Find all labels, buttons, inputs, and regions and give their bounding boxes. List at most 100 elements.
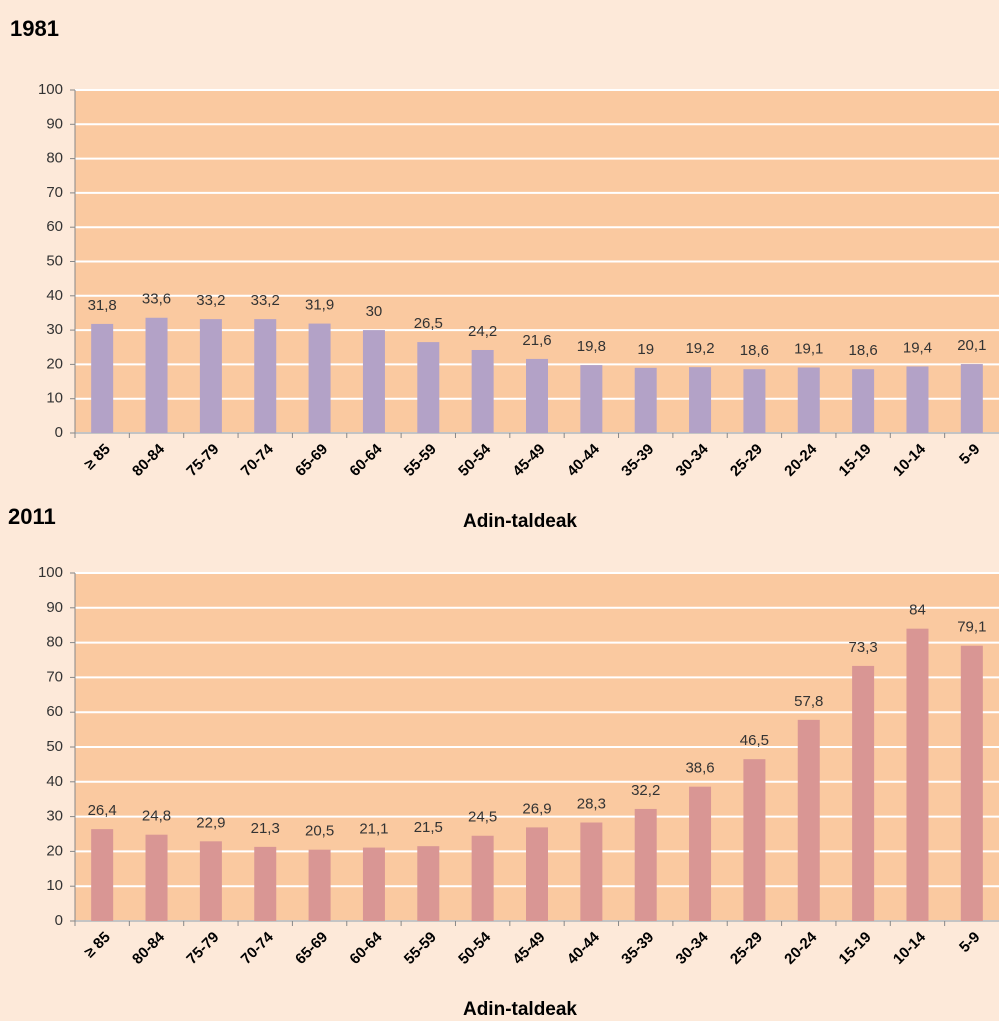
data-label: 21,3 — [251, 820, 280, 837]
data-label: 73,3 — [849, 639, 878, 656]
x-tick-label: 15-19 — [836, 929, 875, 968]
bar — [199, 319, 222, 433]
y-tick-label: 30 — [46, 808, 63, 825]
bar — [580, 365, 603, 433]
y-tick-label: 20 — [46, 842, 63, 859]
bar — [906, 366, 929, 433]
data-label: 20,5 — [305, 823, 334, 840]
x-tick-label: 80-84 — [129, 440, 169, 480]
bar — [254, 319, 277, 433]
bar — [797, 367, 820, 433]
data-label: 18,6 — [740, 342, 769, 359]
y-tick-label: 10 — [46, 877, 63, 894]
data-label: 32,2 — [631, 782, 660, 799]
data-label: 19,1 — [794, 340, 823, 357]
bar — [689, 786, 712, 921]
data-label: 24,5 — [468, 809, 497, 826]
data-label: 21,6 — [522, 332, 551, 349]
y-tick-label: 90 — [46, 599, 63, 616]
bar — [417, 342, 440, 433]
bar — [254, 846, 277, 921]
y-tick-label: 70 — [46, 668, 63, 685]
bar — [526, 358, 548, 433]
bar — [960, 645, 983, 921]
bar — [308, 849, 331, 921]
chart-title: 2011 — [8, 504, 56, 529]
bar — [362, 330, 385, 433]
y-tick-label: 70 — [46, 184, 63, 201]
x-tick-label: 75-79 — [183, 929, 222, 968]
x-tick-label: ≥ 85 — [81, 441, 114, 474]
data-label: 24,8 — [142, 808, 171, 825]
bar — [743, 759, 766, 921]
y-tick-label: 90 — [46, 115, 63, 132]
data-label: 19,2 — [685, 340, 714, 357]
x-tick-label: 30-34 — [673, 440, 713, 480]
data-label: 46,5 — [740, 732, 769, 749]
x-tick-label: 80-84 — [129, 928, 169, 968]
y-tick-label: 80 — [46, 634, 63, 651]
bar — [852, 665, 875, 921]
data-label: 22,9 — [196, 814, 225, 831]
y-tick-label: 40 — [46, 287, 63, 304]
x-tick-label: 5-9 — [956, 441, 983, 468]
chart-title: 1981 — [10, 16, 59, 41]
y-tick-label: 20 — [46, 355, 63, 372]
data-label: 19,4 — [903, 339, 932, 356]
data-label: 31,8 — [88, 297, 117, 314]
bar — [906, 628, 929, 921]
y-tick-label: 60 — [46, 703, 63, 720]
bar — [362, 847, 385, 921]
x-tick-label: ≥ 85 — [81, 929, 114, 962]
bar — [145, 834, 168, 921]
x-tick-label: 20-24 — [781, 440, 821, 480]
bar — [634, 808, 657, 921]
data-label: 19,8 — [577, 338, 606, 355]
x-tick-label: 35-39 — [618, 929, 657, 968]
data-label: 18,6 — [849, 342, 878, 359]
data-label: 28,3 — [577, 795, 606, 812]
x-tick-label: 20-24 — [781, 928, 821, 968]
y-tick-label: 80 — [46, 150, 63, 167]
bar — [145, 317, 168, 433]
bar — [199, 841, 222, 921]
x-tick-label: 50-54 — [455, 440, 495, 480]
x-tick-label: 45-49 — [509, 929, 548, 968]
x-tick-label: 70-74 — [238, 440, 278, 480]
bar — [91, 829, 114, 921]
data-label: 19 — [637, 341, 654, 358]
x-tick-label: 40-44 — [564, 928, 604, 968]
data-label: 33,2 — [196, 292, 225, 309]
data-label: 57,8 — [794, 693, 823, 710]
x-tick-label: 60-64 — [346, 440, 386, 480]
y-tick-label: 0 — [55, 912, 63, 929]
y-tick-label: 100 — [38, 564, 63, 581]
bar — [417, 846, 440, 921]
data-label: 21,1 — [359, 821, 388, 838]
x-tick-label: 10-14 — [890, 928, 930, 968]
bar — [743, 369, 766, 433]
x-tick-label: 15-19 — [836, 441, 875, 480]
data-label: 26,4 — [88, 802, 117, 819]
y-tick-label: 100 — [38, 81, 63, 98]
bar — [960, 364, 983, 433]
x-tick-label: 55-59 — [401, 929, 440, 968]
x-tick-label: 40-44 — [564, 440, 604, 480]
y-tick-label: 0 — [55, 424, 63, 441]
x-tick-label: 45-49 — [509, 441, 548, 480]
data-label: 20,1 — [957, 337, 986, 354]
y-tick-label: 50 — [46, 252, 63, 269]
data-label: 21,5 — [414, 819, 443, 836]
x-tick-label: 55-59 — [401, 441, 440, 480]
x-axis-title: Adin-taldeak — [463, 999, 577, 1020]
y-tick-label: 30 — [46, 321, 63, 338]
data-label: 84 — [909, 602, 926, 619]
bar — [471, 835, 494, 921]
data-label: 24,2 — [468, 323, 497, 340]
bar — [526, 827, 548, 921]
bar — [689, 367, 712, 433]
x-tick-label: 75-79 — [183, 441, 222, 480]
bar — [308, 323, 331, 433]
bar — [797, 719, 820, 921]
bar — [634, 367, 657, 433]
